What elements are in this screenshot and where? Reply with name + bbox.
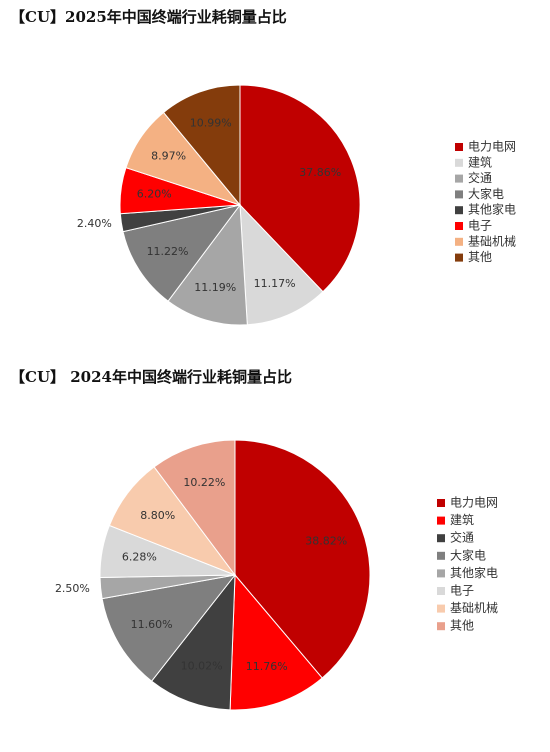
- chart-title: 【CU】2025年中国终端行业耗铜量占比: [10, 8, 287, 26]
- legend-label: 电力电网: [468, 140, 516, 154]
- pie-slice: [229, 573, 323, 711]
- legend-swatch: [437, 551, 445, 560]
- legend-label: 电子: [468, 219, 492, 233]
- legend-swatch: [455, 158, 463, 167]
- legend-label: 电力电网: [450, 496, 498, 510]
- pie-slice: [167, 203, 248, 326]
- slice-label: 6.28%: [122, 551, 157, 564]
- pie-slice: [153, 439, 236, 577]
- legend-label: 交通: [450, 530, 474, 545]
- legend-swatch: [455, 253, 463, 262]
- slice-label: 11.60%: [131, 618, 173, 631]
- slice-label: 10.02%: [181, 659, 223, 672]
- legend-label: 其他家电: [468, 202, 516, 217]
- slice-label: 8.80%: [140, 509, 175, 522]
- legend-label: 大家电: [468, 186, 504, 201]
- pie-slice: [101, 574, 237, 682]
- legend-swatch: [437, 569, 445, 578]
- slice-label: 11.22%: [147, 245, 189, 258]
- legend-swatch: [437, 534, 445, 543]
- legend-swatch: [437, 499, 445, 507]
- legend-label: 其他家电: [450, 565, 498, 580]
- slice-label: 2.50%: [55, 582, 90, 595]
- pie-slice: [162, 84, 241, 207]
- legend-label: 建筑: [468, 154, 492, 169]
- slice-label: 11.17%: [254, 277, 296, 290]
- legend-swatch: [437, 622, 445, 631]
- legend-label: 基础机械: [450, 600, 498, 615]
- legend-label: 其他: [468, 250, 492, 264]
- legend-swatch: [437, 587, 445, 595]
- legend-swatch: [455, 222, 463, 230]
- legend-label: 其他: [450, 619, 474, 633]
- slice-label: 10.22%: [183, 476, 225, 489]
- chart-title: 【CU】 2024年中国终端行业耗铜量占比: [10, 368, 292, 386]
- slice-label: 11.19%: [194, 281, 236, 294]
- slice-label: 6.20%: [137, 187, 172, 200]
- legend-swatch: [455, 143, 463, 151]
- slice-label: 8.97%: [151, 149, 186, 162]
- legend-label: 交通: [468, 170, 492, 185]
- slice-label: 11.76%: [246, 660, 288, 673]
- legend-label: 电子: [450, 584, 474, 598]
- slice-label: 2.40%: [77, 217, 112, 230]
- pie-slice: [122, 204, 242, 302]
- legend-swatch: [455, 190, 463, 199]
- legend-label: 建筑: [450, 512, 474, 527]
- pie-slice: [234, 439, 371, 679]
- pie-slice: [239, 84, 361, 293]
- slice-label: 38.82%: [305, 535, 347, 548]
- legend-swatch: [437, 516, 445, 525]
- legend-swatch: [437, 604, 445, 613]
- pie-slice: [150, 573, 236, 711]
- legend-swatch: [455, 237, 463, 246]
- slice-label: 10.99%: [190, 117, 232, 130]
- legend-label: 大家电: [450, 547, 486, 562]
- pie-slice: [239, 203, 324, 326]
- legend-swatch: [455, 206, 463, 215]
- slice-label: 37.86%: [299, 166, 341, 179]
- legend-label: 基础机械: [468, 233, 516, 248]
- legend-swatch: [455, 174, 463, 183]
